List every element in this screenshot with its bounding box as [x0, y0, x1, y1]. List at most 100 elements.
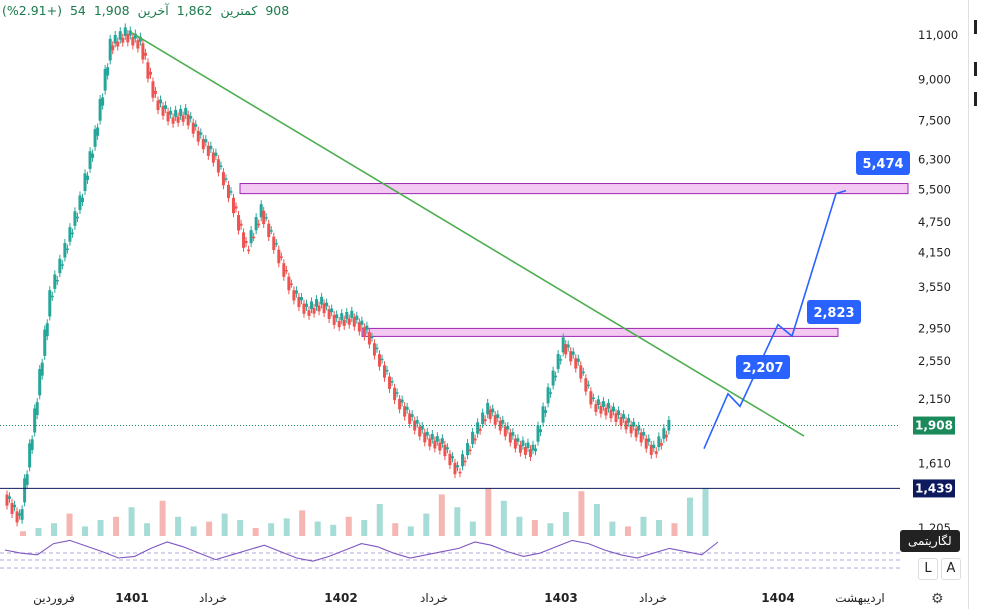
settings-gear-icon[interactable]: ⚙	[931, 591, 944, 607]
x-tick-label: 1401	[115, 591, 148, 605]
candle-body	[143, 52, 147, 56]
candle-body	[627, 418, 631, 423]
y-tick-label: 11,000	[918, 28, 958, 42]
candle-body	[415, 420, 419, 424]
candle-body	[118, 31, 122, 40]
candle-body	[128, 30, 132, 36]
resistance-zone	[239, 183, 909, 195]
candle-body	[398, 398, 402, 410]
candle-body	[156, 100, 160, 111]
candle-body	[244, 241, 248, 244]
candle-body	[252, 236, 256, 239]
candle-body	[516, 438, 520, 442]
candle-body	[340, 313, 344, 321]
candle-body	[133, 33, 137, 39]
candle-body	[496, 414, 500, 419]
candle-body	[367, 332, 371, 345]
candle-body	[471, 431, 475, 445]
candle-body	[23, 478, 27, 503]
y-tick-label: 7,500	[918, 113, 951, 127]
candle-body	[327, 309, 331, 319]
candle-body	[146, 62, 150, 79]
volume-bar	[423, 513, 430, 536]
candle-body	[614, 413, 618, 422]
volume-bar	[593, 504, 600, 536]
candle-body	[199, 132, 203, 135]
log-scale-button[interactable]: L	[918, 558, 938, 580]
candle-body	[33, 408, 37, 433]
y-tick-label: 1,610	[918, 456, 951, 470]
candle-body	[523, 446, 527, 455]
candle-body	[68, 227, 72, 242]
price-candles	[5, 23, 671, 527]
candle-body	[121, 37, 125, 43]
candle-body	[385, 369, 389, 372]
header-cut-value: 908	[265, 3, 290, 18]
volume-bar	[144, 523, 151, 536]
candle-body	[304, 303, 308, 307]
volume-bar	[51, 523, 58, 536]
candle-body	[317, 305, 321, 312]
candle-body	[171, 117, 175, 124]
candle-body	[191, 122, 195, 134]
y-tick-label: 4,150	[918, 245, 951, 259]
header-min-label: کمترین	[220, 3, 258, 18]
candle-body	[589, 391, 593, 405]
candle-body	[488, 409, 492, 420]
volume-bar	[438, 494, 445, 536]
y-tick-label: 4,750	[918, 215, 951, 229]
candle-body	[28, 443, 32, 468]
candle-body	[65, 248, 69, 250]
candle-body	[435, 436, 439, 442]
candle-body	[619, 416, 623, 426]
x-tick-label: 1404	[761, 591, 794, 605]
volume-bars	[20, 488, 709, 536]
candle-body	[629, 424, 633, 434]
right-toolbar-edge[interactable]	[968, 0, 983, 609]
candle-body	[35, 402, 39, 416]
candle-body	[216, 159, 220, 173]
volume-bar	[392, 523, 399, 536]
candle-body	[81, 197, 84, 203]
candle-body	[468, 449, 472, 452]
candle-body	[365, 325, 369, 330]
candle-body	[647, 438, 651, 442]
candle-body	[425, 431, 429, 436]
candle-body	[526, 442, 530, 449]
candle-body	[86, 175, 90, 180]
candle-body	[483, 419, 487, 422]
projection-path: 2,207 2,823 5,474	[703, 151, 910, 449]
candle-body	[345, 311, 349, 320]
candle-body	[126, 33, 130, 43]
candle-body	[606, 402, 610, 409]
candle-body	[559, 359, 563, 361]
candle-body	[247, 249, 251, 252]
candle-body	[116, 41, 120, 47]
candle-body	[544, 410, 548, 413]
candle-body	[383, 365, 386, 378]
candle-body	[458, 471, 462, 474]
candle-body	[586, 384, 590, 387]
volume-bar	[624, 526, 631, 536]
candle-body	[377, 354, 381, 367]
candle-body	[322, 303, 326, 314]
candle-body	[78, 195, 82, 210]
auto-scale-button[interactable]: A	[941, 558, 961, 580]
volume-bar	[655, 520, 662, 536]
volume-bar	[609, 521, 616, 536]
volume-bar	[531, 520, 538, 536]
candle-body	[662, 428, 666, 439]
candle-body	[445, 447, 449, 450]
candle-body	[83, 173, 87, 191]
candle-body	[601, 401, 605, 407]
projection-label-box	[856, 151, 910, 175]
candle-body	[501, 419, 505, 424]
candle-body	[632, 421, 636, 427]
header-last-value: 1,908	[93, 3, 130, 18]
candle-body	[299, 297, 303, 301]
volume-bar	[35, 528, 42, 536]
candle-body	[420, 425, 424, 430]
volume-bar	[671, 523, 678, 536]
candle-body	[466, 443, 470, 456]
